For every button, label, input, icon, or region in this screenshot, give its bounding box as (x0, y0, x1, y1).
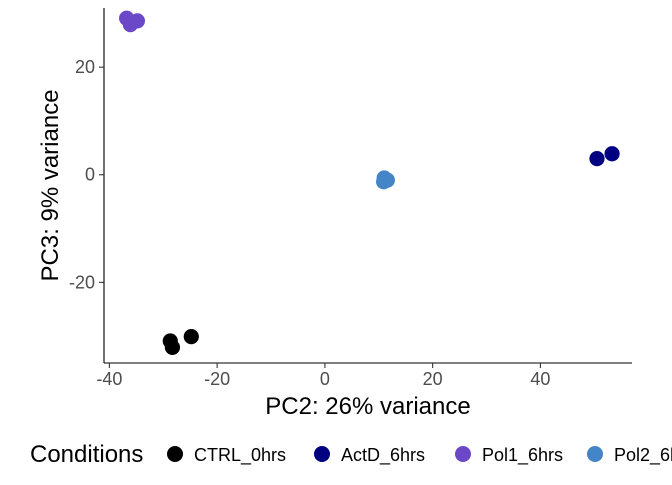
x-tick-label: -40 (96, 369, 122, 389)
legend-title: Conditions (30, 441, 143, 468)
legend-key-marker (587, 446, 603, 462)
legend-key-marker (455, 446, 471, 462)
legend-key-label: ActD_6hrs (341, 445, 425, 466)
data-point (184, 329, 199, 344)
legend-key-marker (314, 446, 330, 462)
data-point (589, 151, 604, 166)
y-tick-label: 20 (75, 57, 95, 77)
y-tick-label: 0 (85, 165, 95, 185)
data-point (130, 13, 145, 28)
legend-key-label: Pol1_6hrs (482, 445, 563, 466)
x-tick-label: 20 (423, 369, 443, 389)
x-tick-label: 0 (320, 369, 330, 389)
legend-key-label: Pol2_6hrs (614, 445, 672, 466)
legend: Conditions CTRL_0hrs ActD_6hrs Pol1_6hrs Pol… (30, 441, 672, 468)
x-tick-label: -20 (204, 369, 230, 389)
legend-key-marker (167, 446, 183, 462)
axes-layer: -40 -20 0 20 40 -20 0 20 PC2: 26% variance PC3: 9… (37, 8, 632, 420)
x-tick-label: 40 (530, 369, 550, 389)
y-tick-label: -20 (69, 272, 95, 292)
legend-key-label: CTRL_0hrs (194, 445, 286, 466)
data-point (165, 340, 180, 355)
data-point (376, 174, 391, 189)
x-axis-title: PC2: 26% variance (265, 393, 470, 420)
points-layer (119, 11, 620, 355)
y-axis-title: PC3: 9% variance (37, 89, 64, 281)
data-point (604, 146, 619, 161)
